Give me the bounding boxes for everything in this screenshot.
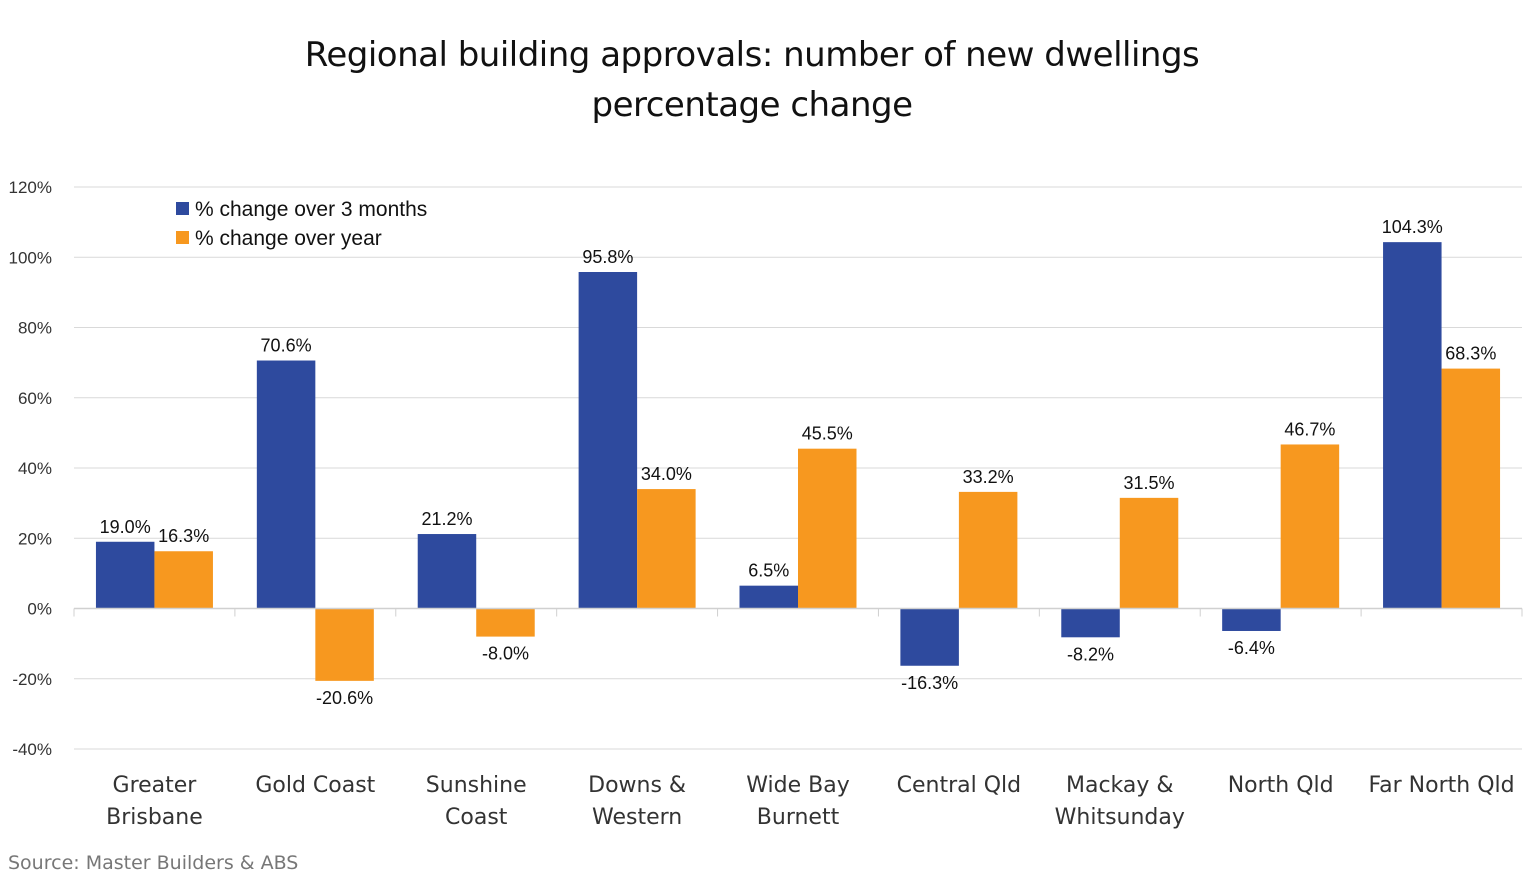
bar-year xyxy=(1119,497,1179,609)
legend-swatch xyxy=(176,231,189,244)
x-category-label: Whitsunday xyxy=(1055,805,1185,830)
y-tick-label: -40% xyxy=(12,740,52,759)
bar-3-months xyxy=(1222,608,1281,631)
x-category-label: Downs & xyxy=(588,773,686,798)
y-tick-label: 0% xyxy=(27,600,52,619)
y-tick-label: 100% xyxy=(9,248,52,267)
legend-label: % change over year xyxy=(195,227,382,250)
bar-3-months xyxy=(578,272,638,609)
chart-title-line-1: Regional building approvals: number of n… xyxy=(304,35,1200,75)
y-tick-label: 20% xyxy=(18,529,52,548)
bar-3-months xyxy=(900,608,959,666)
legend-label: % change over 3 months xyxy=(195,198,427,221)
bar-3-months xyxy=(417,534,477,609)
source-note: Source: Master Builders & ABS xyxy=(8,852,299,874)
y-tick-label: 60% xyxy=(18,389,52,408)
x-category-label: Coast xyxy=(445,805,508,830)
bar-year xyxy=(798,448,857,609)
data-label: 6.5% xyxy=(748,561,789,581)
data-label: 104.3% xyxy=(1382,217,1443,237)
data-label: -16.3% xyxy=(901,673,958,693)
bar-3-months xyxy=(256,360,316,609)
y-tick-label: 40% xyxy=(18,459,52,478)
data-label: 70.6% xyxy=(261,336,312,356)
x-category-label: Greater xyxy=(113,773,198,798)
data-label: 31.5% xyxy=(1124,473,1175,493)
data-label: -8.2% xyxy=(1067,644,1114,664)
data-label: -20.6% xyxy=(316,688,373,708)
x-category-label: Wide Bay xyxy=(746,773,849,798)
y-tick-label: 80% xyxy=(18,319,52,338)
bar-year xyxy=(637,489,696,609)
data-label: 19.0% xyxy=(100,517,151,537)
x-category-label: Sunshine xyxy=(426,773,527,798)
data-label: 21.2% xyxy=(421,509,472,529)
data-label: -8.0% xyxy=(482,644,529,664)
bar-3-months xyxy=(1383,242,1442,609)
x-category-label: Mackay & xyxy=(1066,773,1174,798)
data-label: 33.2% xyxy=(963,467,1014,487)
legend-swatch xyxy=(176,202,189,215)
bar-year xyxy=(1280,444,1340,609)
data-label: 16.3% xyxy=(158,526,209,546)
bar-3-months xyxy=(739,585,798,609)
data-label: 46.7% xyxy=(1284,419,1335,439)
y-tick-label: -20% xyxy=(12,670,52,689)
chart-title: Regional building approvals: number of n… xyxy=(0,30,1504,130)
x-category-label: Western xyxy=(592,805,682,830)
bar-3-months xyxy=(1061,608,1120,638)
bar-year xyxy=(1441,368,1501,609)
data-label: 95.8% xyxy=(582,247,633,267)
data-label: 68.3% xyxy=(1445,344,1496,364)
bar-year xyxy=(315,608,374,681)
bar-3-months xyxy=(95,541,155,609)
x-category-label: Burnett xyxy=(757,805,840,830)
x-category-label: Central Qld xyxy=(897,773,1022,798)
x-category-label: Far North Qld xyxy=(1369,773,1515,798)
y-tick-label: 120% xyxy=(9,178,52,197)
chart-title-line-2: percentage change xyxy=(591,85,914,125)
bar-year xyxy=(958,491,1018,609)
x-category-label: Gold Coast xyxy=(255,773,375,798)
data-label: 45.5% xyxy=(802,424,853,444)
bar-year xyxy=(476,608,535,637)
x-category-label: North Qld xyxy=(1228,773,1334,798)
data-label: 34.0% xyxy=(641,464,692,484)
data-label: -6.4% xyxy=(1228,638,1275,658)
bar-year xyxy=(154,551,213,609)
x-category-label: Brisbane xyxy=(106,805,203,830)
